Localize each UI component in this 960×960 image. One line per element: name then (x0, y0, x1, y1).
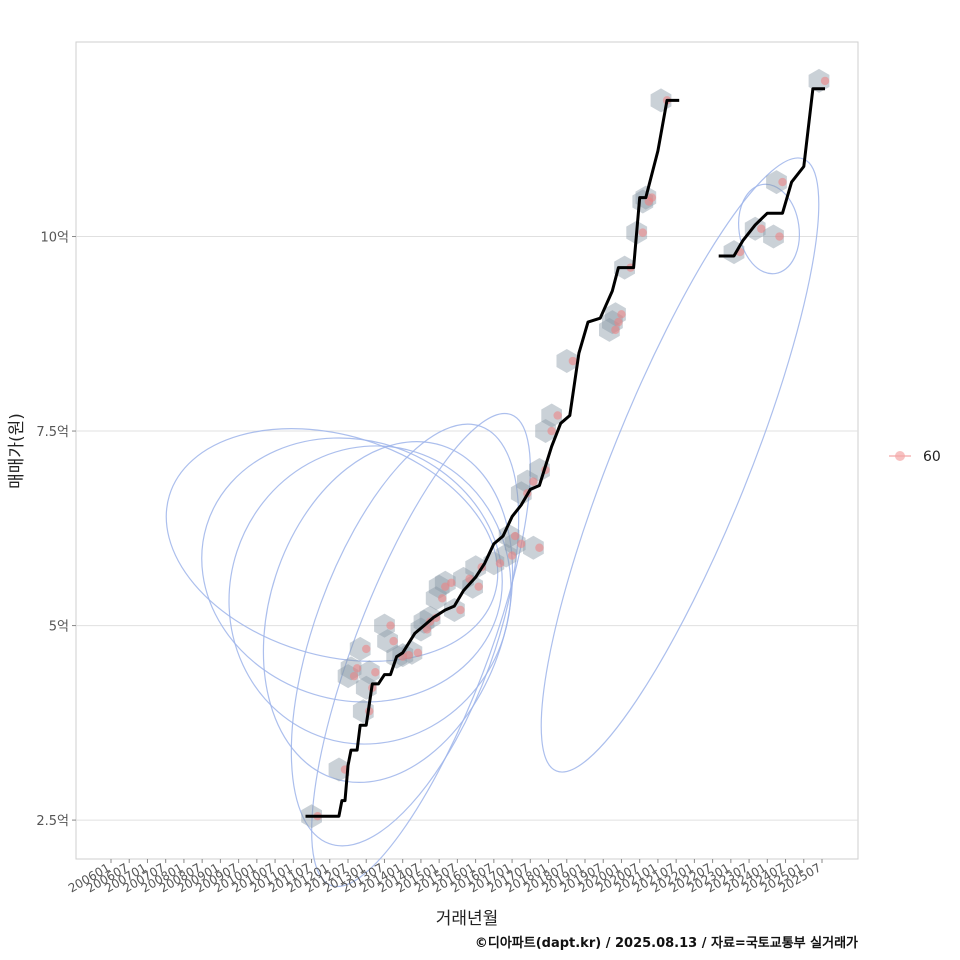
max-price-step-line (305, 87, 825, 818)
hexbin-cell (510, 481, 532, 506)
y-tick-label: 5억 (49, 620, 69, 635)
trade-point (775, 232, 784, 241)
hexbin-cell (465, 555, 487, 580)
trade-point (614, 317, 623, 327)
trade-point (638, 228, 647, 237)
trade-point (611, 325, 620, 335)
x-axis-title: 거래년월 (436, 909, 499, 929)
hexbin-cell (444, 598, 465, 622)
trade-point (529, 477, 538, 486)
density-contour (290, 423, 520, 847)
trade-point (568, 356, 578, 366)
trade-point (413, 648, 423, 658)
trade-point (474, 582, 483, 591)
trade-point (617, 310, 626, 319)
hexbin-cell (498, 524, 520, 549)
trade-point (349, 671, 359, 681)
hexbin-cell (377, 629, 398, 654)
trade-point (422, 625, 432, 634)
hexbin-cell (541, 403, 562, 428)
hexbin-cell (763, 224, 784, 249)
density-contour (738, 183, 800, 275)
gridlines (76, 236, 858, 821)
trade-point (404, 650, 413, 660)
legend-key-point (895, 451, 905, 461)
trade-point (437, 594, 447, 603)
legend-label: 60 (923, 449, 941, 465)
density-contour (201, 437, 503, 703)
hexbin-cell (523, 535, 544, 560)
hexbin-cell (328, 757, 350, 782)
trade-point (456, 605, 465, 615)
panel-background (75, 41, 859, 860)
trade-point (757, 224, 766, 233)
step-line-segment (305, 98, 680, 818)
hexbin-cell (599, 317, 620, 342)
trade-point (778, 177, 787, 187)
hexbin-cell (766, 170, 787, 195)
hexbin-cell (504, 531, 526, 556)
hexbin-cell (556, 349, 578, 373)
y-axis: 2.5억 5억 7.5억 10억 (36, 231, 76, 829)
hexbin-cell (349, 636, 371, 661)
y-tick-label: 10억 (40, 231, 69, 246)
hexbin-cell (428, 574, 450, 599)
caption: ©디아파트(dapt.kr) / 2025.08.13 / 자료=국토교통부 실… (475, 935, 858, 951)
y-axis-title: 매매가(원) (7, 413, 27, 489)
trade-point (362, 644, 371, 654)
x-axis: 2006012006072007012007072008012008072009… (66, 859, 824, 896)
density-contour (165, 428, 499, 662)
trade-point (516, 539, 526, 549)
trade-point (371, 668, 380, 677)
density-contour (228, 445, 512, 745)
density-contour (262, 441, 514, 783)
trade-point (352, 664, 362, 673)
trade-point (441, 582, 450, 591)
trade-point (547, 426, 556, 436)
trade-point (389, 636, 398, 646)
hexbin-cell (425, 586, 447, 611)
trade-point (535, 543, 544, 552)
hexbin-cell (535, 419, 556, 443)
hexbin-cell (359, 660, 380, 685)
y-tick-label: 7.5억 (36, 425, 69, 440)
trade-point (647, 193, 657, 202)
legend: 60 (889, 449, 941, 465)
y-tick-label: 2.5억 (36, 814, 69, 829)
step-line-segment (718, 87, 825, 258)
hexbin-cell (744, 216, 766, 241)
trade-point (507, 551, 517, 560)
trade-point (510, 531, 520, 541)
trade-point (447, 578, 456, 587)
hexbin-cell (808, 68, 830, 93)
trade-point (495, 559, 505, 568)
trade-point (820, 76, 830, 86)
trade-point (386, 621, 395, 630)
hexbin-cell (374, 613, 395, 638)
density-contour (311, 412, 531, 888)
trade-point (553, 411, 562, 420)
